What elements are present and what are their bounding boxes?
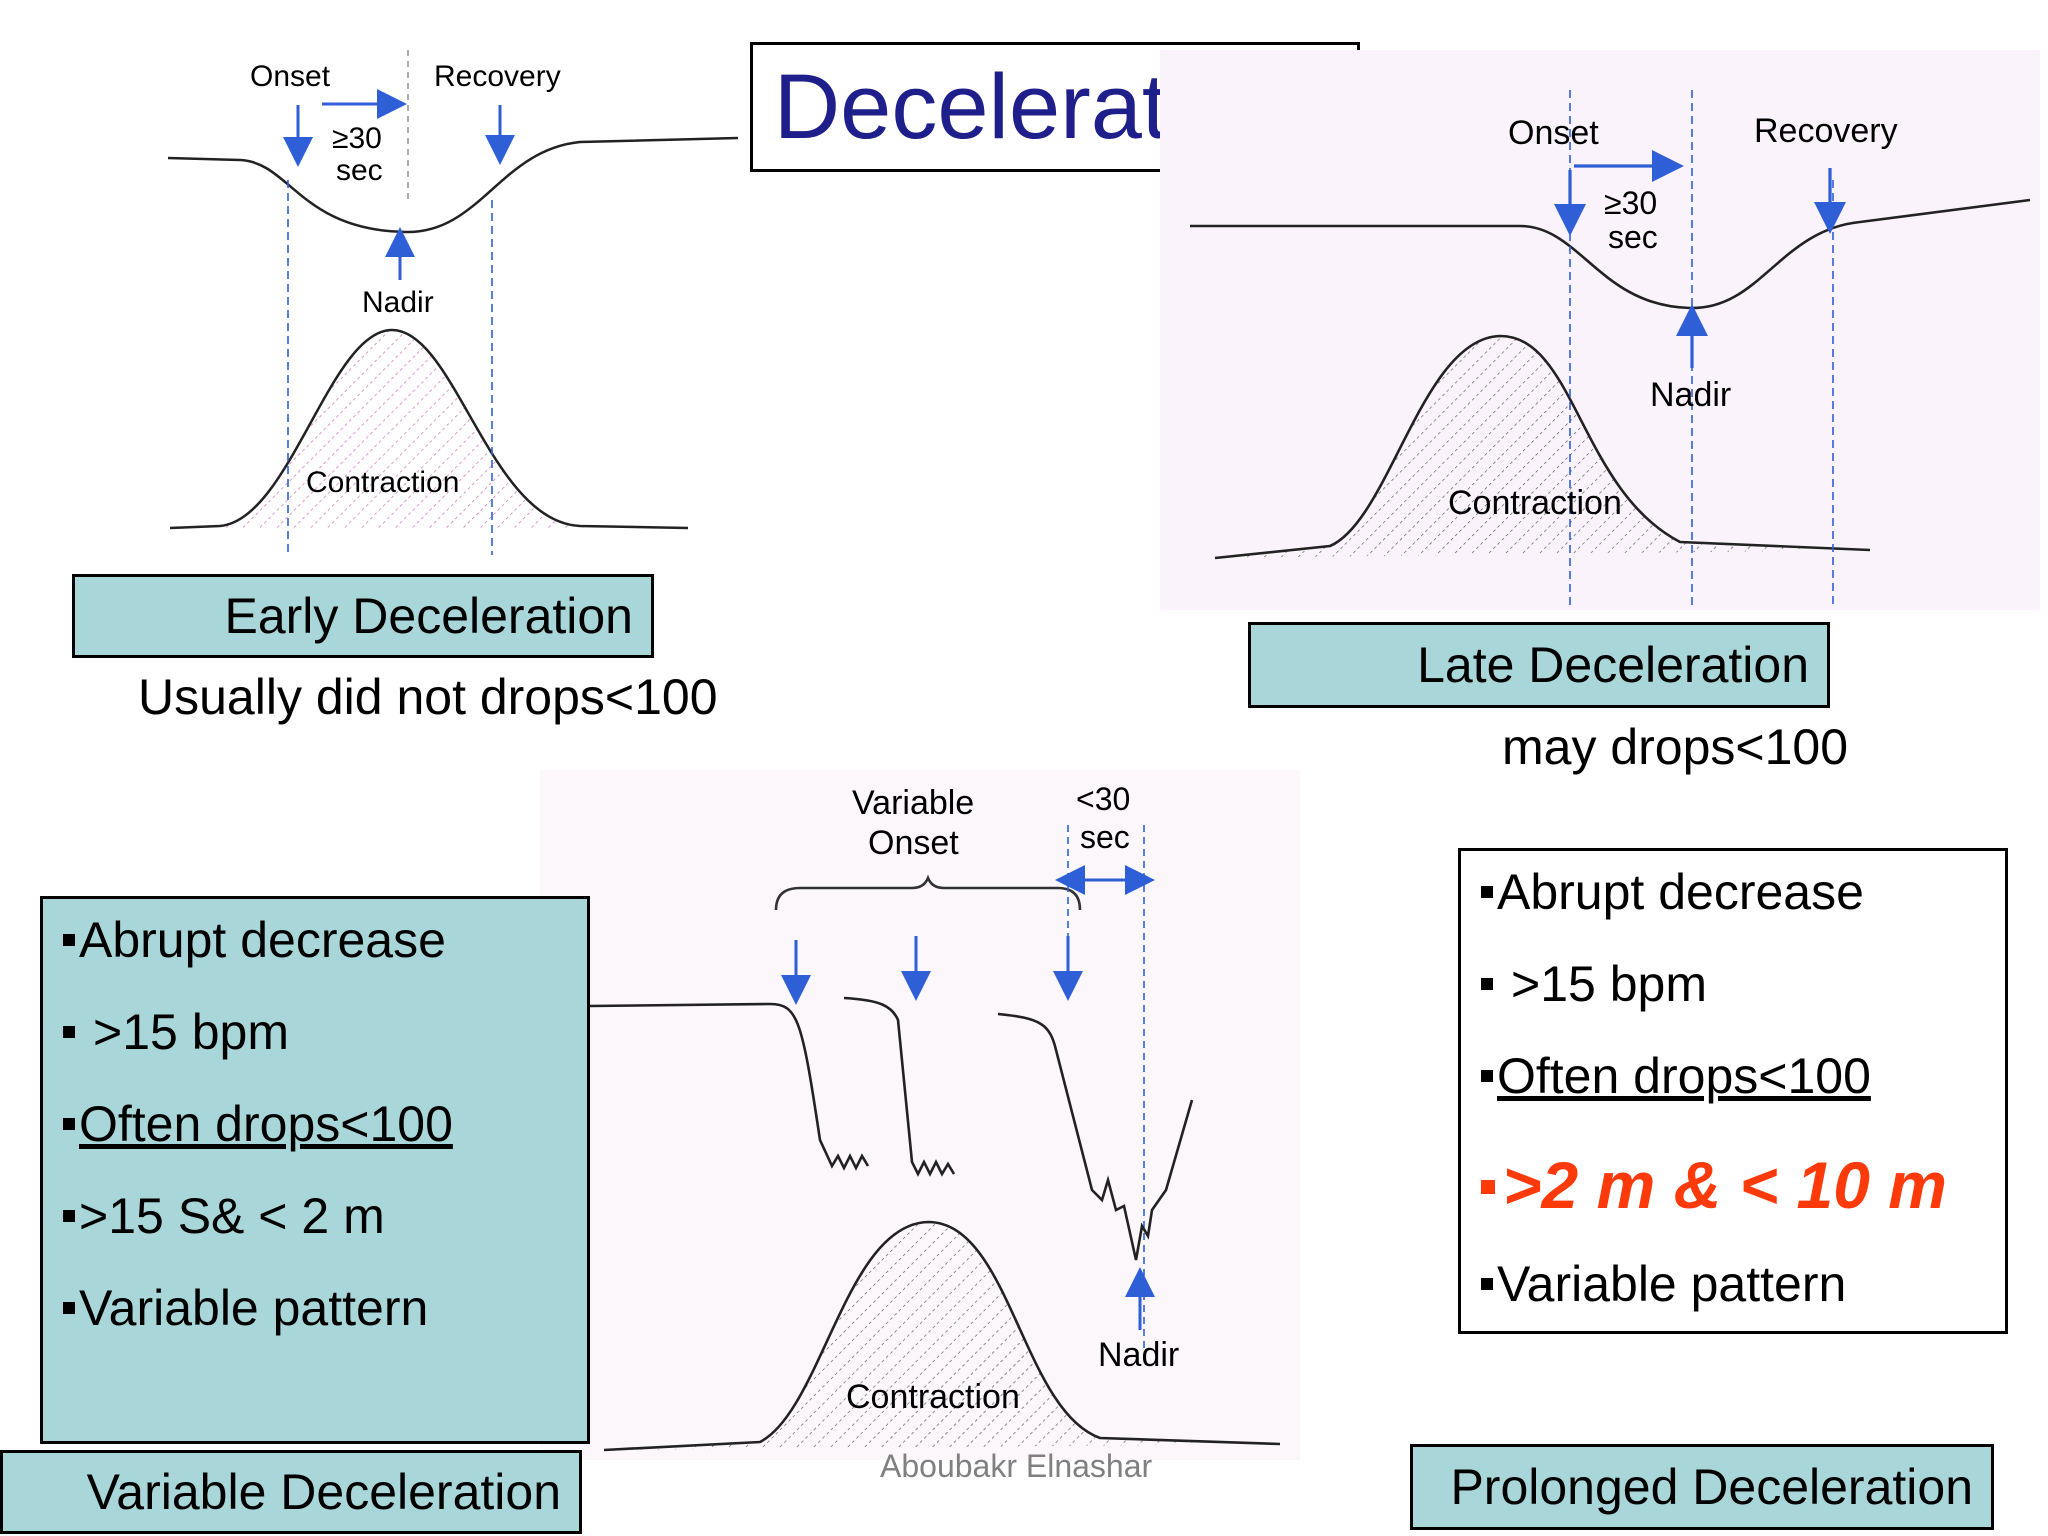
prolonged-bullet-drops: Often drops<100 xyxy=(1481,1047,1871,1105)
variable-deceleration-diagram: Variable Onset <30 sec Nadir Contraction xyxy=(540,770,1300,1460)
early-onset-label: Onset xyxy=(250,60,331,93)
variable-onset-label: Onset xyxy=(868,824,959,862)
late-contraction-curve xyxy=(1215,336,1870,558)
late-onset-label: Onset xyxy=(1508,114,1599,152)
prolonged-bullet-duration: >2 m & < 10 m xyxy=(1481,1147,1947,1223)
early-ge30-label: ≥30 xyxy=(332,122,382,155)
late-deceleration-note: may drops<100 xyxy=(1502,719,1849,775)
early-contraction-label: Contraction xyxy=(306,466,459,499)
late-deceleration-label: Late Deceleration xyxy=(1248,622,1830,708)
variable-variable-label: Variable xyxy=(852,784,974,822)
variable-bullet-bpm: >15 bpm xyxy=(63,1003,289,1061)
prolonged-bullet-bpm: >15 bpm xyxy=(1481,955,1707,1013)
late-contraction-label: Contraction xyxy=(1448,484,1622,522)
variable-fhr-trace-3 xyxy=(997,1012,1194,1261)
early-deceleration-label: Early Deceleration xyxy=(72,574,654,658)
late-nadir-label: Nadir xyxy=(1650,376,1731,414)
early-nadir-label: Nadir xyxy=(362,286,434,319)
early-contraction-curve xyxy=(170,330,688,528)
variable-lt30-label: <30 xyxy=(1076,781,1130,817)
early-deceleration-diagram: Onset Recovery ≥30 sec Nadir Contraction xyxy=(167,50,739,555)
prolonged-deceleration-criteria: Abrupt decrease >15 bpm Often drops<100 … xyxy=(1458,848,2008,1334)
variable-contraction-label: Contraction xyxy=(846,1378,1020,1416)
author-credit: Aboubakr Elnashar xyxy=(880,1448,1153,1484)
late-ge30-label: ≥30 xyxy=(1604,185,1657,221)
variable-sec-label: sec xyxy=(1080,819,1130,855)
variable-contraction-curve xyxy=(604,1222,1280,1450)
early-fhr-curve xyxy=(167,136,739,234)
prolonged-bullet-abrupt: Abrupt decrease xyxy=(1481,863,1864,921)
prolonged-deceleration-label: Prolonged Deceleration xyxy=(1410,1444,1994,1530)
variable-bullet-drops: Often drops<100 xyxy=(63,1095,453,1153)
variable-bullet-pattern: Variable pattern xyxy=(63,1279,428,1337)
late-sec-label: sec xyxy=(1608,219,1658,255)
early-recovery-label: Recovery xyxy=(434,60,561,93)
variable-bullet-abrupt: Abrupt decrease xyxy=(63,911,446,969)
variable-deceleration-label: Variable Deceleration xyxy=(0,1450,582,1534)
variable-nadir-label: Nadir xyxy=(1098,1336,1179,1374)
variable-bullet-duration: >15 S& < 2 m xyxy=(63,1187,385,1245)
variable-deceleration-criteria: Abrupt decrease >15 bpm Often drops<100 … xyxy=(40,896,590,1444)
variable-fhr-trace-2 xyxy=(843,996,956,1177)
late-recovery-label: Recovery xyxy=(1754,112,1898,150)
early-deceleration-note: Usually did not drops<100 xyxy=(138,669,718,725)
prolonged-bullet-pattern: Variable pattern xyxy=(1481,1255,1846,1313)
variable-fhr-trace-1 xyxy=(589,1002,870,1171)
late-deceleration-diagram: Onset Recovery ≥30 sec Nadir Contraction xyxy=(1160,50,2040,610)
early-sec-label: sec xyxy=(336,154,383,187)
